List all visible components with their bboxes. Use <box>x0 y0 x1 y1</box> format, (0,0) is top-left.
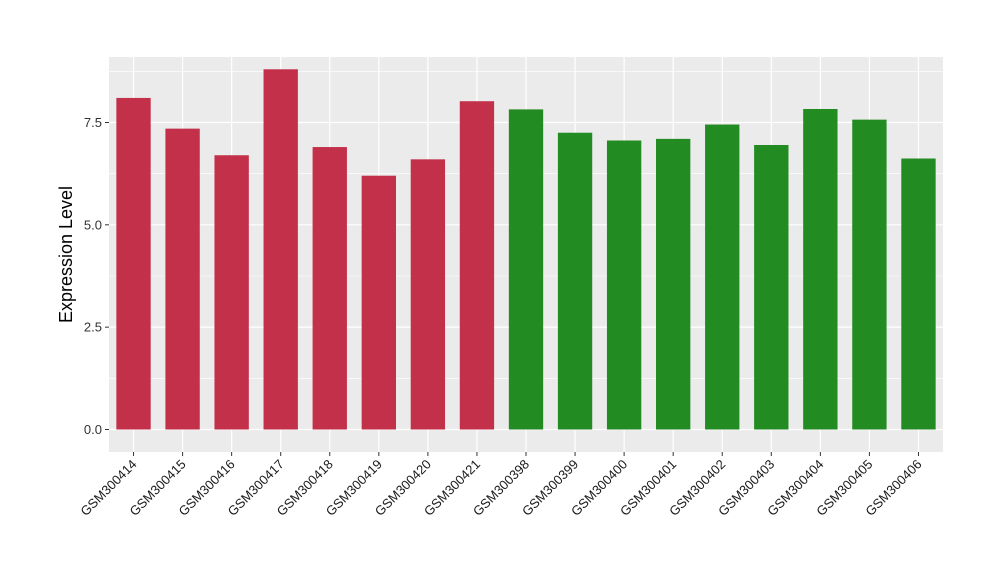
bar-gsm300419 <box>361 175 396 430</box>
bar-gsm300420 <box>410 159 446 430</box>
bar-gsm300421 <box>459 101 495 430</box>
y-tick-label: 2.5 <box>84 320 102 335</box>
bars <box>116 69 936 430</box>
bar-gsm300399 <box>557 132 593 430</box>
y-tick-label: 0.0 <box>84 422 102 437</box>
bar-gsm300404 <box>803 108 838 430</box>
y-axis-title: Expression Level <box>56 186 76 323</box>
bar-gsm300405 <box>852 119 887 430</box>
y-axis: 0.0 2.5 5.0 7.5 <box>84 115 109 437</box>
bar-gsm300402 <box>705 124 740 430</box>
bar-gsm300403 <box>754 145 789 430</box>
y-tick-label: 5.0 <box>84 217 102 232</box>
bar-gsm300400 <box>606 140 642 430</box>
bar-gsm300417 <box>263 69 298 430</box>
y-tick-label: 7.5 <box>84 115 102 130</box>
bar-gsm300414 <box>116 97 151 430</box>
bar-gsm300416 <box>214 155 249 430</box>
bar-gsm300415 <box>165 128 200 430</box>
bar-gsm300418 <box>312 147 347 430</box>
bar-gsm300398 <box>508 109 544 430</box>
x-axis: GSM300414GSM300415GSM300416GSM300417GSM3… <box>77 452 925 519</box>
bar-gsm300401 <box>656 138 691 430</box>
bar-gsm300406 <box>901 158 936 430</box>
